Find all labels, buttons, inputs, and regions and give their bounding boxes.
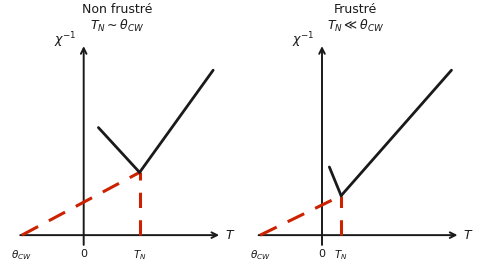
Text: 0: 0: [318, 248, 326, 259]
Title: Frustré
$T_N \ll \theta_{CW}$: Frustré $T_N \ll \theta_{CW}$: [326, 3, 384, 34]
Text: $\theta_{CW}$: $\theta_{CW}$: [250, 248, 271, 262]
Text: $T$: $T$: [463, 229, 474, 242]
Text: $\chi^{-1}$: $\chi^{-1}$: [54, 30, 76, 49]
Text: $\theta_{CW}$: $\theta_{CW}$: [11, 248, 33, 262]
Title: Non frustré
$T_N \sim \theta_{CW}$: Non frustré $T_N \sim \theta_{CW}$: [82, 3, 152, 34]
Text: $T_N$: $T_N$: [133, 248, 146, 262]
Text: $T_N$: $T_N$: [334, 248, 348, 262]
Text: $\chi^{-1}$: $\chi^{-1}$: [292, 30, 315, 49]
Text: $T$: $T$: [225, 229, 235, 242]
Text: 0: 0: [80, 248, 87, 259]
